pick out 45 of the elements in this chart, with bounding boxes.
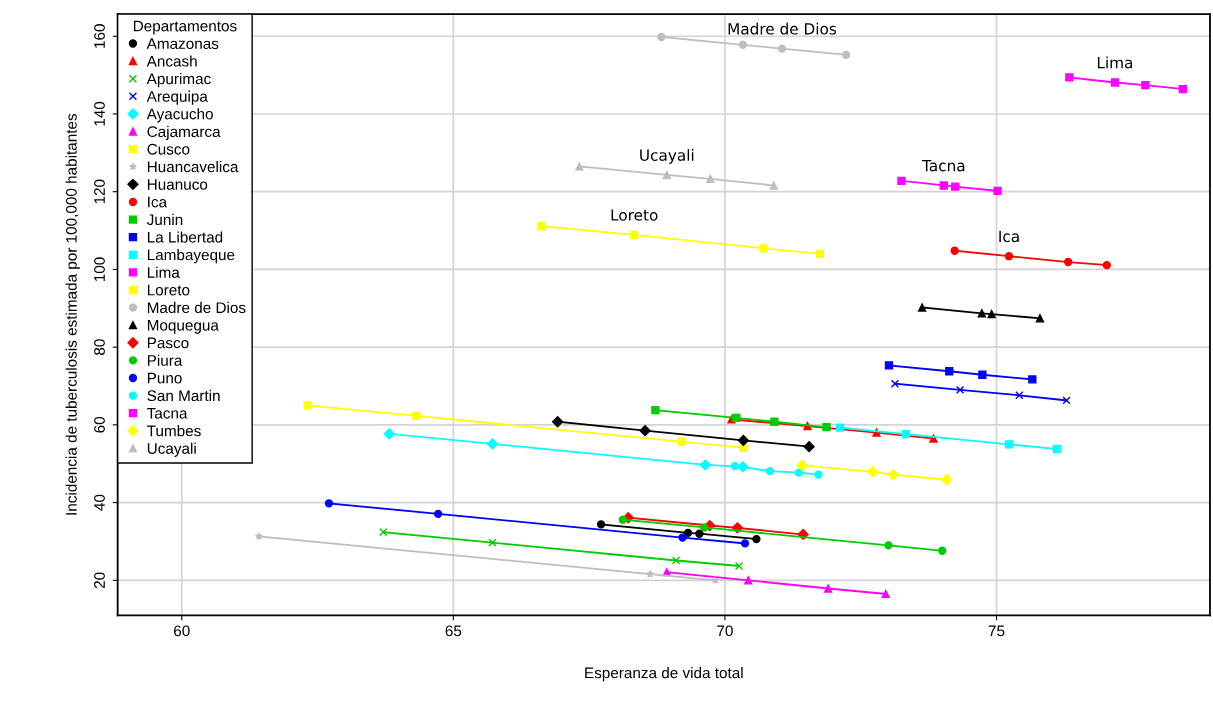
legend-title: Departamentos (133, 20, 237, 35)
y-tick-label: 80 (94, 339, 105, 355)
y-tick-label: 140 (94, 101, 105, 126)
legend-label: Huanuco (147, 179, 208, 190)
x-tick-label: 60 (174, 625, 190, 637)
legend-label: Piura (147, 354, 183, 366)
y-axis-title: Incidencia de tuberculosis estimada por 100,000 habitantes (65, 113, 80, 515)
legend-label: Cusco (147, 143, 190, 155)
legend-label: Amazonas (146, 38, 219, 50)
legend-label: Cajamarca (147, 125, 221, 141)
legend-label: Puno (147, 372, 182, 384)
legend-label: Lima (147, 266, 180, 278)
annotation: Lima (1097, 56, 1133, 69)
legend-label: San Martin (147, 389, 220, 402)
legend-label: Tumbes (147, 425, 201, 437)
legend-label: Arequipa (146, 90, 208, 105)
annotation: Madre de Dios (728, 22, 837, 35)
y-tick-label: 20 (94, 572, 105, 589)
legend-label: Ucayali (147, 442, 196, 457)
y-tick-label: 100 (94, 257, 105, 281)
legend-label: Tacna (147, 408, 188, 419)
y-tick-label: 120 (94, 179, 105, 204)
y-tick-label: 40 (94, 494, 105, 511)
legend-label: Junin (146, 213, 183, 226)
legend-label: Madre de Dios (147, 301, 246, 314)
legend-label: Ica (148, 196, 168, 208)
x-axis-title: Esperanza de vida total (585, 667, 743, 682)
y-tick-label: 160 (94, 24, 105, 48)
legend-label: Ancash (146, 55, 197, 67)
legend-label: Apurimac (146, 73, 211, 88)
annotation: Ica (999, 230, 1019, 243)
annotation: Ucayali (640, 149, 694, 164)
legend-label: Huancavelica (147, 161, 239, 173)
x-tick-label: 65 (445, 625, 462, 637)
legend-label: Loreto (147, 284, 190, 296)
legend-label: Lambayeque (147, 249, 235, 264)
x-tick-label: 75 (988, 625, 1005, 637)
legend-label: Ayacucho (146, 108, 213, 123)
legend-label: Moquegua (147, 320, 219, 334)
legend-label: Pasco (147, 337, 189, 349)
annotation: Loreto (611, 209, 658, 221)
y-tick-label: 60 (94, 416, 105, 433)
legend-label: La Libertad (147, 231, 223, 243)
x-tick-label: 70 (717, 625, 733, 637)
annotation: Tacna (921, 160, 965, 172)
